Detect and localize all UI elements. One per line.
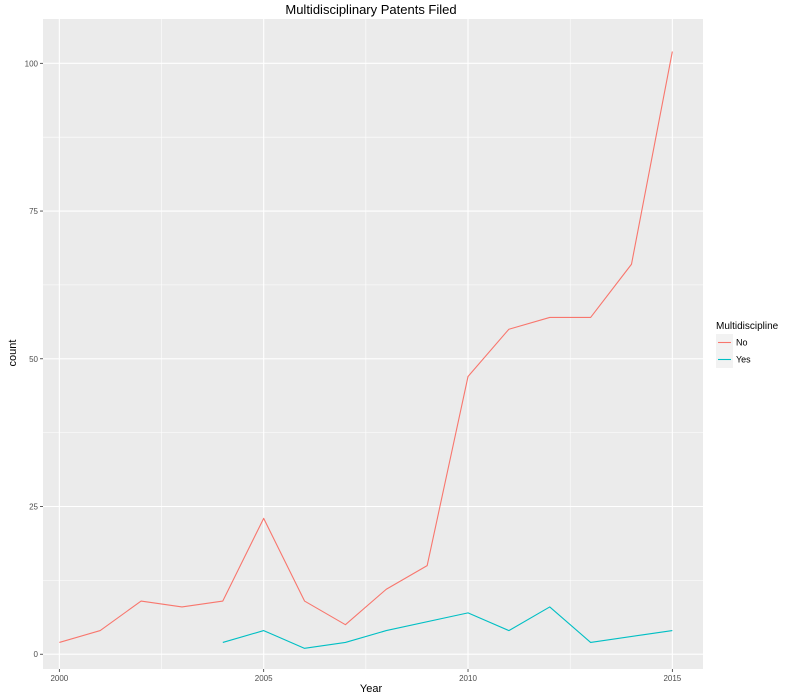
x-tick-label: 2005 (255, 674, 273, 683)
x-tick-label: 2000 (50, 674, 68, 683)
legend-label-no: No (736, 338, 748, 348)
y-tick-label: 50 (29, 355, 38, 364)
legend-title: Multidiscipline (716, 321, 779, 332)
legend-label-yes: Yes (736, 355, 751, 365)
y-axis-title: count (7, 340, 19, 367)
y-tick-label: 75 (29, 207, 38, 216)
x-axis-title: Year (360, 683, 383, 695)
x-tick-label: 2010 (459, 674, 477, 683)
y-tick-label: 0 (34, 650, 39, 659)
chart-title: Multidisciplinary Patents Filed (285, 2, 456, 17)
plot-panel (43, 19, 703, 669)
x-tick-label: 2015 (663, 674, 681, 683)
y-tick-label: 25 (29, 503, 38, 512)
y-tick-label: 100 (25, 59, 39, 68)
